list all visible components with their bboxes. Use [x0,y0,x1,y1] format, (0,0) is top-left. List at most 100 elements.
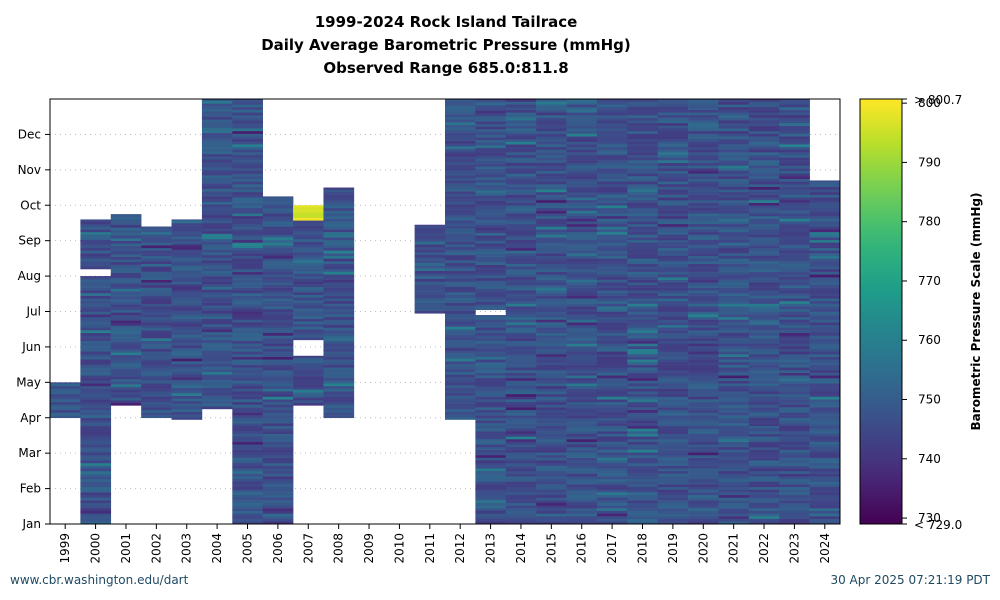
heat-cell [596,513,628,517]
heat-cell [293,217,324,221]
heat-cell [293,241,324,245]
heat-cell [262,261,294,264]
heat-cell [627,431,658,434]
heat-cell [80,391,112,395]
heat-cell [232,250,263,254]
heat-cell [718,521,750,525]
heat-cell [566,473,598,477]
heat-cell [505,356,537,360]
heat-cell [201,145,233,149]
heat-cell [718,316,750,320]
heat-cell [201,204,233,208]
heat-cell [566,401,598,405]
heat-cell [809,513,841,517]
heat-cell [262,401,294,405]
heat-cell [505,173,537,177]
heat-cell [475,359,507,363]
heat-cell [262,446,294,450]
heat-cell [80,396,112,400]
heat-cell [809,247,841,251]
heat-cell [475,502,507,506]
heat-cell [505,343,537,347]
heat-cell [688,109,719,113]
heat-cell [718,138,750,142]
heat-cell [505,449,537,453]
heat-cell [505,221,537,225]
heat-cell [779,401,810,405]
heat-cell [718,106,750,110]
heat-cell [779,114,810,118]
heat-cell [596,122,628,126]
heat-cell [566,184,598,187]
heat-cell [627,446,658,450]
heat-cell [536,229,567,233]
heat-cell [627,444,658,448]
heat-cell [475,137,507,141]
heat-cell [171,337,203,341]
heat-cell [596,255,628,259]
heat-cell [748,372,780,376]
heat-cell [536,101,567,105]
heat-cell [110,291,142,295]
heat-cell [627,409,658,413]
heat-cell [323,284,355,288]
heat-cell [110,309,142,313]
heat-cell [566,162,598,166]
heat-cell [596,412,628,416]
heat-cell [323,306,355,310]
heat-cell [596,452,628,456]
heat-cell [323,335,355,339]
heat-cell [748,271,780,275]
heat-cell [232,168,263,172]
heat-cell [262,486,294,490]
heat-cell [566,226,598,230]
heat-cell [141,261,172,264]
heat-cell [566,452,598,456]
heat-cell [80,219,112,222]
heat-cell [748,136,780,140]
year-column-2002 [141,226,172,419]
heat-cell [414,299,446,303]
heat-cell [536,439,567,442]
heat-cell [141,303,172,307]
heat-cell [657,401,689,405]
heat-cell [262,369,294,373]
heat-cell [445,400,476,404]
heat-cell [80,383,112,387]
heat-cell [748,409,780,413]
heat-cell [627,146,658,150]
heat-cell [80,486,112,490]
heat-cell [596,144,628,148]
heat-cell [657,306,689,310]
heat-cell [718,199,750,203]
heat-cell [262,452,294,456]
heat-cell [718,481,750,485]
heat-cell [171,395,203,399]
heat-cell [232,292,263,296]
heat-cell [748,425,780,429]
heat-cell [171,278,203,282]
heat-cell [110,323,142,326]
heat-cell [262,476,294,480]
heat-cell [627,494,658,498]
heat-cell [475,327,507,331]
heat-cell [657,319,689,323]
heat-cell [80,234,112,238]
heat-cell [232,157,263,161]
heat-cell [596,351,628,355]
heat-cell [748,106,780,110]
heat-cell [779,120,810,124]
heat-cell [748,99,780,102]
heat-cell [688,460,719,464]
heat-cell [445,238,476,242]
heat-cell [627,436,658,440]
heat-cell [536,186,567,190]
heat-cell [50,383,81,387]
heat-cell [80,239,112,243]
heat-cell [80,407,112,411]
heat-cell [505,207,537,211]
heat-cell [201,299,233,303]
heat-cell [232,489,263,493]
heat-cell [688,478,719,482]
